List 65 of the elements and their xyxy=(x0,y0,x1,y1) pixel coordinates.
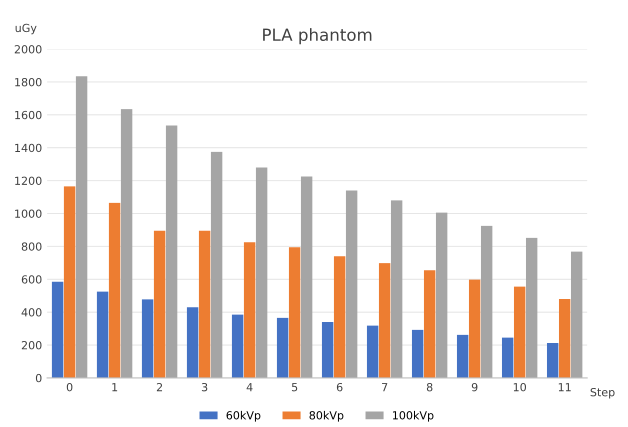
x-tick-label: 7 xyxy=(382,383,388,392)
y-axis-title: uGy xyxy=(16,24,37,34)
bar xyxy=(154,230,166,378)
bar xyxy=(546,343,558,378)
bar xyxy=(64,186,76,378)
chart-title: PLA phantom xyxy=(263,28,372,44)
bar xyxy=(256,167,268,378)
y-tick-label: 1800 xyxy=(15,78,42,86)
bar xyxy=(412,330,424,378)
bar xyxy=(142,299,154,378)
bar xyxy=(288,247,300,378)
bar xyxy=(166,126,178,378)
bar xyxy=(108,202,120,378)
bar xyxy=(334,256,346,378)
y-tick-label: 800 xyxy=(22,242,42,251)
bar xyxy=(424,270,436,378)
y-tick-label: 1600 xyxy=(15,110,42,120)
y-tick-label: 200 xyxy=(22,340,42,350)
x-tick-label: 4 xyxy=(246,383,253,392)
bar xyxy=(558,298,570,378)
bar xyxy=(378,263,390,378)
y-tick-label: 1200 xyxy=(15,176,42,185)
bar xyxy=(232,314,244,378)
y-tick-label: 600 xyxy=(22,275,42,284)
bar xyxy=(210,152,222,378)
bar xyxy=(76,76,88,378)
bar xyxy=(120,109,132,378)
x-tick-label: 2 xyxy=(156,382,162,392)
bar xyxy=(456,334,468,378)
bar xyxy=(526,238,538,378)
bar xyxy=(186,307,198,378)
legend-label: 60kVp xyxy=(226,410,260,422)
x-tick-label: 3 xyxy=(202,382,208,392)
bar xyxy=(390,200,402,378)
bar xyxy=(322,322,334,378)
x-tick-label: 5 xyxy=(292,383,298,392)
bar xyxy=(96,292,108,378)
bar xyxy=(198,230,210,378)
y-tick-label: 400 xyxy=(22,308,42,317)
bar xyxy=(276,318,288,378)
x-tick-label: 8 xyxy=(426,382,432,392)
y-tick-label: 2000 xyxy=(14,45,42,54)
bar xyxy=(436,212,448,378)
bar xyxy=(502,338,514,378)
y-tick-label: 0 xyxy=(36,374,42,382)
x-tick-label: 11 xyxy=(558,383,571,392)
bar xyxy=(52,282,64,378)
bar xyxy=(300,176,312,378)
bar xyxy=(244,242,256,378)
x-tick-label: 10 xyxy=(514,382,526,392)
bar xyxy=(514,286,526,378)
bar xyxy=(570,252,582,378)
bar xyxy=(366,326,378,378)
bar xyxy=(480,226,492,378)
bar xyxy=(346,190,358,378)
bar xyxy=(468,280,480,378)
x-tick-label: 6 xyxy=(336,382,342,392)
legend-label: 80kVp xyxy=(310,410,344,422)
legend-label: 100kVp xyxy=(392,410,434,422)
x-tick-label: 0 xyxy=(66,382,72,392)
y-tick-label: 1400 xyxy=(15,144,42,152)
x-tick-label: 9 xyxy=(472,382,478,392)
x-tick-label: 1 xyxy=(112,383,118,392)
y-tick-label: 1000 xyxy=(15,209,42,218)
x-axis-title: Step xyxy=(590,388,615,399)
